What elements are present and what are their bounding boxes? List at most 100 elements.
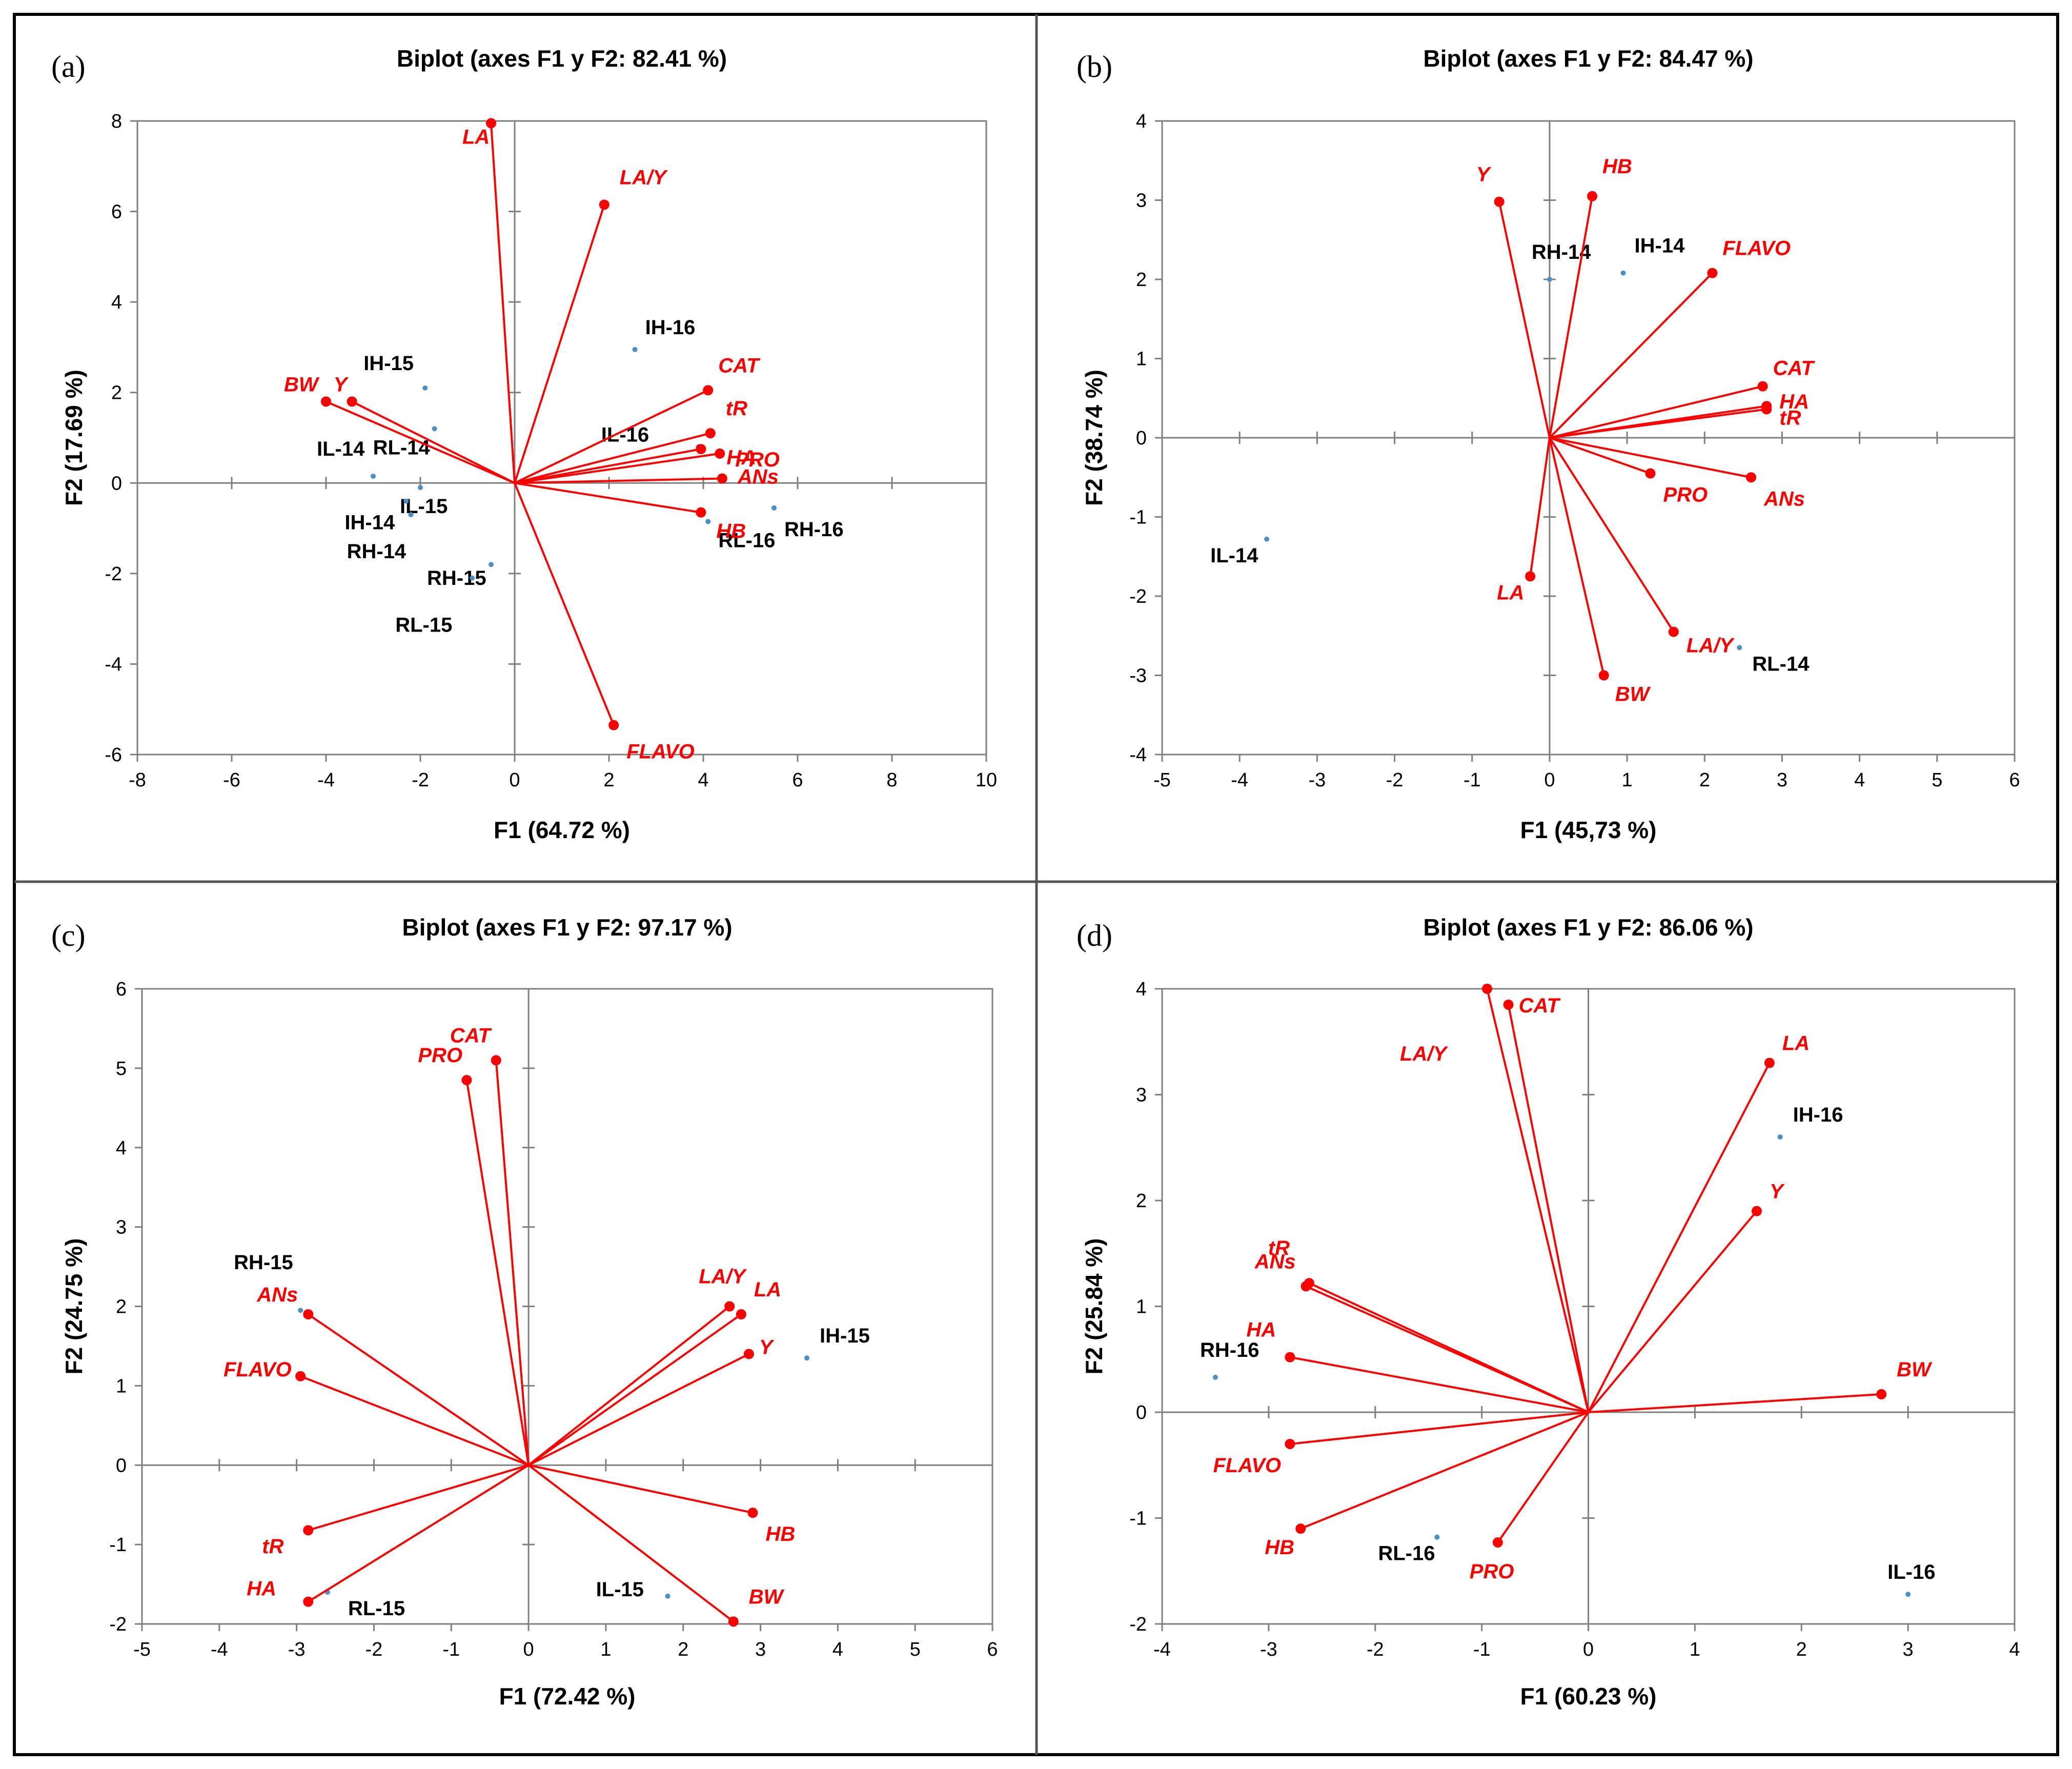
panel-c-vector-tip-la [736,1309,746,1319]
panel-d-var-label-y: Y [1770,1181,1785,1203]
panel-b-x-tick-label: 3 [1777,769,1787,791]
panel-a-obs-label-ih-16: IH-16 [645,316,696,339]
panel-c-x-tick-label: 4 [832,1639,843,1660]
panel-b-vector-pro [1549,437,1651,475]
panel-b-obs-label-rl-14: RL-14 [1752,653,1810,675]
panel-c-vector-tip-ha [303,1596,314,1607]
panel-c-x-tick-label: -5 [133,1639,151,1660]
panel-d-var-label-la: LA [1782,1032,1810,1055]
panel-a-vector-tip-la [486,118,496,129]
panel-d-title: Biplot (axes F1 y F2: 86.06 %) [1423,914,1753,941]
panel-a-obs-label-ih-15: IH-15 [363,352,414,375]
panel-d-var-label-ha: HA [1246,1319,1276,1341]
panel-a-var-label-ans: ANs [737,465,779,488]
panel-c-y-tick-label: 4 [116,1137,127,1159]
panel-c-obs-label-il-15: IL-15 [596,1578,644,1601]
panel-c-var-label-cat: CAT [450,1024,493,1047]
panel-a-vector-tip-tr [705,428,716,439]
panel-a-vector-tip-bw [321,396,331,407]
panel-c-x-axis-label: F1 (72.42 %) [499,1683,636,1710]
panel-d-vector-tip-cat [1503,999,1514,1010]
panel-b-obs-point-rl-14 [1737,645,1742,650]
panel-c-x-tick-label: 0 [523,1639,534,1660]
panel-a-var-label-bw: BW [284,373,320,396]
panel-a-x-tick-label: -6 [223,769,240,791]
panel-d-obs-point-rh-16 [1212,1374,1218,1380]
panel-b-x-tick-label: -1 [1464,769,1481,791]
panel-c-var-label-la: LA [754,1278,781,1301]
panel-d-var-label-flavo: FLAVO [1213,1454,1281,1477]
panel-a-obs-label-rh-15: RH-15 [427,567,486,589]
panel-a-obs-label-rl-14: RL-14 [373,436,431,459]
panel-b-vector-la-y [1549,437,1675,633]
panel-d-x-tick-label: 0 [1583,1639,1594,1660]
biplot-panel-c: (c) Biplot (axes F1 y F2: 97.17 %) -5 -4 -3 -… [51,914,998,1710]
panel-c-x-tick-label: -2 [365,1639,383,1660]
panel-d-y-tick-label: 3 [1136,1085,1147,1106]
panel-d-x-axis-label: F1 (60.23 %) [1520,1683,1657,1710]
panel-c-vector-bw [527,1464,734,1622]
panel-d-vector-la-y [1486,988,1590,1413]
panel-a-x-tick-label: 2 [603,769,614,791]
panel-c-obs-label-rh-15: RH-15 [234,1251,293,1274]
panel-b-vector-tip-ans [1745,472,1756,483]
panel-b-y-tick-label: -4 [1129,744,1147,766]
panel-d-vector-pro [1497,1411,1590,1543]
panel-b-var-label-y: Y [1476,164,1492,186]
panel-c-obs-label-rl-15: RL-15 [348,1597,405,1620]
panel-b-obs-label-il-14: IL-14 [1210,544,1258,567]
panel-c-y-tick-label: -1 [109,1534,127,1556]
panel-a-obs-point-ih-15 [422,385,428,391]
panel-c-x-tick-label: -3 [288,1639,306,1660]
panel-b-vector-tip-flavo [1707,268,1718,278]
panel-a-vector-y [351,400,515,484]
panel-b-vector-flavo [1549,272,1713,439]
panel-d-var-label-pro: PRO [1470,1560,1514,1583]
panel-b-y-tick-label: 4 [1136,111,1147,132]
panel-b-title: Biplot (axes F1 y F2: 84.47 %) [1423,45,1753,72]
panel-a-y-tick-label: -6 [105,744,122,766]
panel-b-y-tick-label: -1 [1129,507,1147,528]
panel-b-vector-tip-cat [1757,381,1768,392]
panel-d-x-tick-label: 3 [1903,1639,1914,1660]
panel-c-y-axis-label: F2 (24.75 %) [60,1238,87,1375]
panel-b-y-axis-label: F2 (38.74 %) [1081,370,1107,506]
panel-a-x-tick-label: 10 [976,769,997,791]
panel-a-obs-label-ih-14: IH-14 [344,512,395,534]
panel-a-obs-point-rh-14 [408,512,414,518]
panel-a-vector-tip-ha [696,444,706,455]
panel-c-vector-tip-cat [491,1055,501,1066]
panel-c-var-label-pro: PRO [418,1044,462,1067]
panel-c-vector-pro [465,1080,530,1466]
panel-d-obs-point-il-16 [1905,1592,1911,1597]
panel-a-y-tick-label: 8 [111,111,122,132]
panel-c-plot-frame [141,988,993,1625]
panel-d-y-tick-label: 0 [1136,1402,1147,1424]
panel-b-x-tick-label: 4 [1854,769,1865,791]
panel-b-vector-tr [1549,408,1767,439]
panel-a-vector-tip-ans [717,473,727,484]
panel-a-y-tick-label: -2 [105,563,122,585]
panel-c-x-tick-label: 1 [600,1639,611,1660]
panel-b-obs-point-rh-14 [1547,277,1552,282]
panel-a-vector-flavo [514,482,615,726]
panel-a-x-tick-label: 0 [509,769,520,791]
panel-d-var-label-tr: tR [1268,1237,1290,1259]
panel-a-x-tick-label: -2 [412,769,429,791]
panel-c-obs-point-ih-15 [804,1355,810,1361]
panel-c-var-label-y: Y [759,1336,775,1358]
panel-c-var-label-ans: ANs [256,1284,298,1306]
panel-a-vector-tip-flavo [608,720,619,730]
panel-c-vector-tip-bw [728,1616,739,1627]
panel-c-y-tick-label: 6 [116,979,127,1000]
panel-c-var-label-hb: HB [765,1523,795,1546]
panel-d-vector-tip-bw [1876,1389,1887,1399]
panel-d-y-tick-label: 2 [1136,1190,1147,1212]
panel-a-vector-bw [326,400,515,484]
panel-d-vector-tip-ans [1301,1281,1311,1292]
panel-a-y-axis-label: F2 (17.69 %) [60,370,87,506]
panel-a-var-label-ha: HA [726,446,756,469]
panel-a-vector-la [490,123,516,483]
panel-a-obs-point-rh-16 [771,505,777,511]
